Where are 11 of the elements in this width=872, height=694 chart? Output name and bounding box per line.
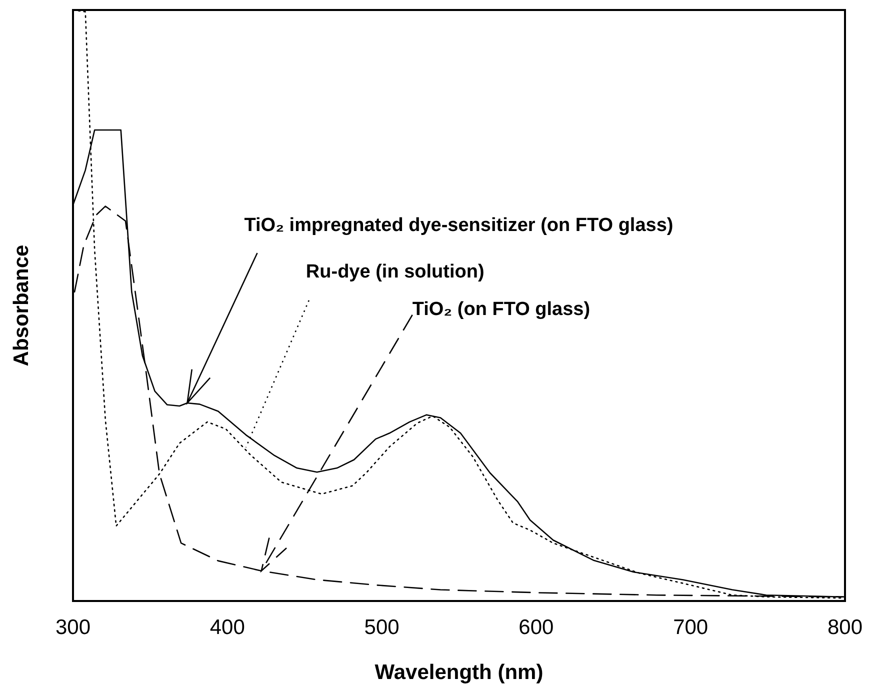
x-tick-label: 400 <box>210 616 245 639</box>
annotation: TiO₂ impregnated dye-sensitizer (on FTO glass) <box>244 215 674 236</box>
x-tick-label: 800 <box>827 616 863 639</box>
x-tick-label: 500 <box>364 616 400 639</box>
annotation: Ru-dye (in solution) <box>306 261 484 282</box>
x-tick-label: 700 <box>673 616 708 639</box>
x-tick-label: 600 <box>518 616 554 639</box>
x-tick-label: 300 <box>55 616 91 639</box>
annotation: TiO₂ (on FTO glass) <box>412 298 590 320</box>
y-axis-title: Absorbance <box>10 244 33 366</box>
x-axis-title: Wavelength (nm) <box>374 661 544 684</box>
